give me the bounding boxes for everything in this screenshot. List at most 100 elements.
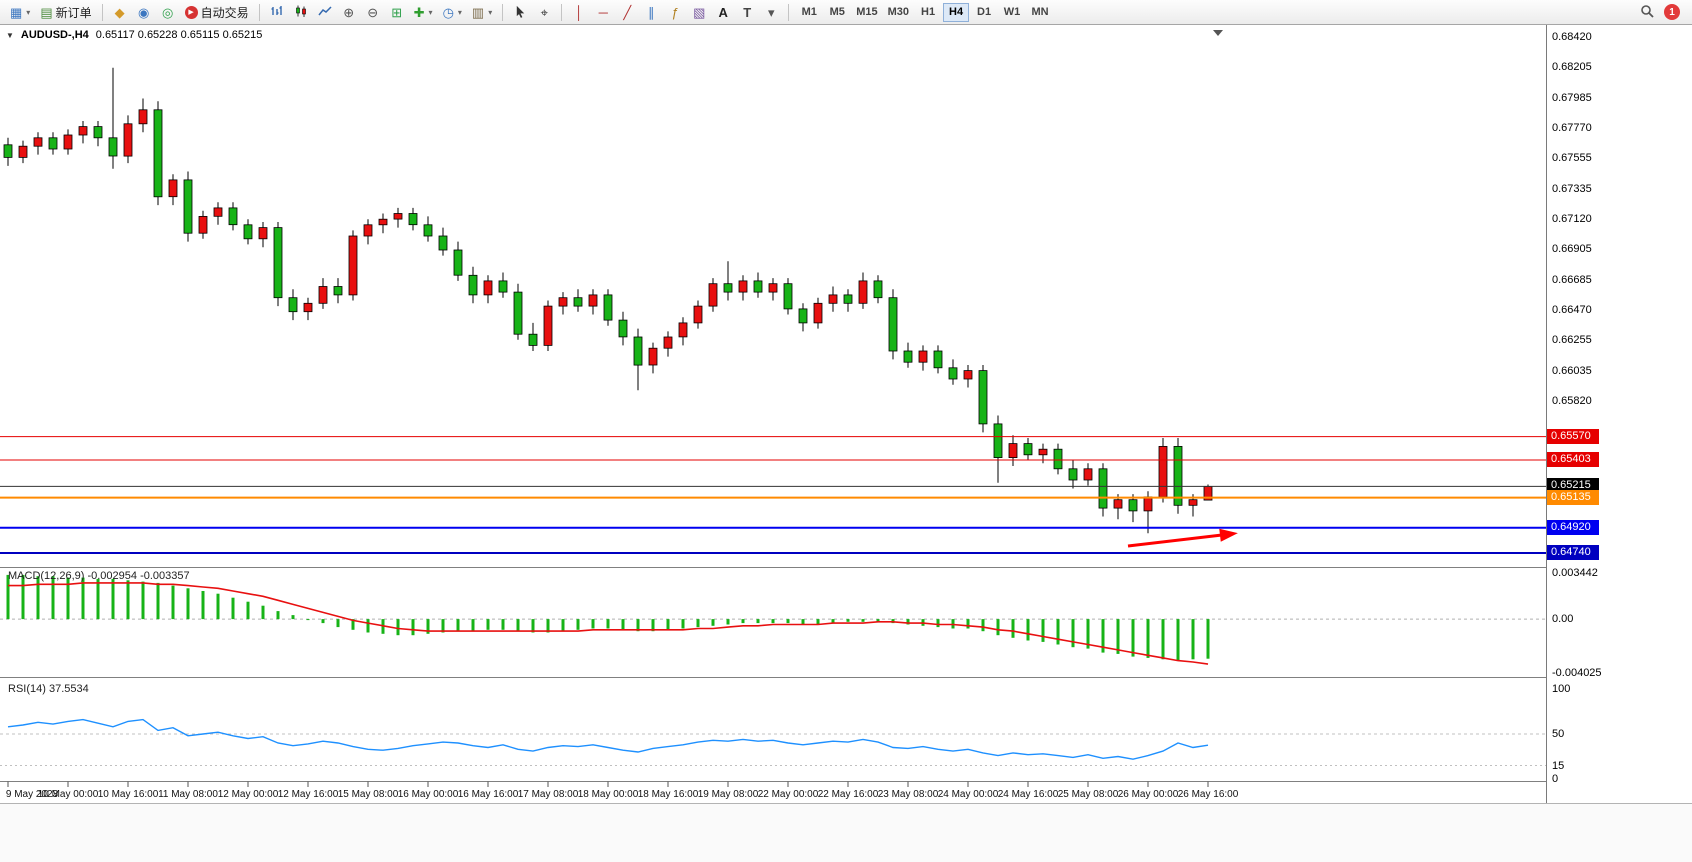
timeframe-button-d1[interactable]: D1 xyxy=(971,3,997,22)
channel-tool-button[interactable]: ∥ xyxy=(640,2,662,23)
candle-body xyxy=(588,294,598,307)
indicators-plus-icon: ✚ xyxy=(413,4,425,20)
macd-histogram-bar xyxy=(51,576,55,620)
candle-body xyxy=(123,123,133,157)
cursor-button[interactable] xyxy=(509,2,531,23)
time-label: 11 May 08:00 xyxy=(158,789,218,800)
line-chart-icon xyxy=(318,4,332,20)
search-button[interactable] xyxy=(1636,2,1658,23)
trendline-tool-button[interactable]: ╱ xyxy=(616,2,638,23)
macd-histogram-bar xyxy=(1191,619,1195,660)
candle-body xyxy=(1188,499,1198,506)
time-label: 26 May 00:00 xyxy=(1118,789,1179,800)
text-tool-button[interactable]: A xyxy=(712,2,734,23)
macd-histogram-bar xyxy=(696,619,700,628)
macd-histogram-bar xyxy=(1146,619,1150,658)
label-tool-icon: T xyxy=(743,4,752,20)
macd-histogram-bar xyxy=(741,619,745,624)
trend-arrow-line[interactable] xyxy=(1127,533,1223,548)
macd-histogram-bar xyxy=(756,619,760,624)
new-order-button[interactable]: ▤ 新订单 xyxy=(36,2,95,23)
price-tick-label: 0.67335 xyxy=(1552,183,1592,195)
templates-button[interactable]: ▥ ▾ xyxy=(468,2,496,23)
indicators-button[interactable]: ✚ ▾ xyxy=(410,2,437,23)
macd-histogram-bar xyxy=(486,619,490,630)
price-tag-0.65570: 0.65570 xyxy=(1547,428,1599,444)
line-chart-type-button[interactable] xyxy=(314,2,336,23)
candle-body xyxy=(168,179,178,198)
candle-body xyxy=(63,134,73,150)
candle-body xyxy=(843,294,853,304)
navigator-button[interactable]: ◉ xyxy=(133,2,155,23)
candle-body xyxy=(153,109,163,198)
candle-body xyxy=(888,297,898,352)
channel-icon: ∥ xyxy=(647,4,655,20)
rsi-line xyxy=(7,718,1209,760)
candle-body xyxy=(918,350,928,363)
timeframe-button-m1[interactable]: M1 xyxy=(796,3,822,22)
price-tick-label: 0.67770 xyxy=(1552,121,1592,134)
chart-background xyxy=(0,25,1546,803)
candlestick-type-button[interactable] xyxy=(290,2,312,23)
candle-body xyxy=(948,367,958,380)
fibonacci-tool-button[interactable]: ƒ xyxy=(664,2,686,23)
candle-body xyxy=(543,305,553,346)
candle-body xyxy=(873,280,883,299)
timeframe-button-h1[interactable]: H1 xyxy=(915,3,941,22)
macd-histogram-bar xyxy=(6,574,10,620)
candle-body xyxy=(738,280,748,293)
candle-body xyxy=(768,283,778,293)
candle-body xyxy=(1068,468,1078,481)
zoom-out-button[interactable]: ⊖ xyxy=(362,2,384,23)
candle-body xyxy=(903,350,913,363)
timeframe-button-m5[interactable]: M5 xyxy=(824,3,850,22)
market-watch-button[interactable]: ◆ xyxy=(109,2,131,23)
macd-histogram-bar xyxy=(1041,619,1045,642)
label-tool-button[interactable]: T xyxy=(736,2,758,23)
candle-body xyxy=(813,302,823,324)
toolbar-separator xyxy=(788,3,790,21)
chart-title: ▼ AUDUSD-,H4 0.65117 0.65228 0.65115 0.6… xyxy=(6,29,262,41)
candle-body xyxy=(33,137,43,147)
crosshair-button[interactable]: ⌖ xyxy=(533,2,555,23)
timeframe-button-h4[interactable]: H4 xyxy=(943,2,970,22)
zoom-out-icon: ⊖ xyxy=(367,4,379,20)
candle-body xyxy=(78,126,88,136)
notification-badge[interactable]: 1 xyxy=(1664,4,1680,20)
auto-trading-button[interactable]: ▶ 自动交易 xyxy=(181,2,253,23)
timeframe-button-m15[interactable]: M15 xyxy=(852,3,881,22)
terminal-button[interactable]: ◎ xyxy=(157,2,179,23)
time-label: 15 May 08:00 xyxy=(338,789,399,800)
timeframe-button-mn[interactable]: MN xyxy=(1027,3,1053,22)
candle-body xyxy=(243,224,253,240)
toolbar-separator xyxy=(502,3,504,21)
trend-arrow-head[interactable] xyxy=(1219,528,1238,542)
chart-shift-marker[interactable] xyxy=(1213,30,1223,36)
bar-chart-type-button[interactable] xyxy=(266,2,288,23)
macd-histogram-bar xyxy=(606,619,610,629)
time-label: 16 May 16:00 xyxy=(458,789,519,800)
vertical-line-tool-button[interactable]: │ xyxy=(568,2,590,23)
rsi-indicator-label: RSI(14) 37.5534 xyxy=(8,683,89,695)
macd-histogram-bar xyxy=(651,619,655,632)
timeframe-button-m30[interactable]: M30 xyxy=(884,3,913,22)
price-scale[interactable]: 0.68420 0.68205 0.67985 0.67770 0.67555 0.673… xyxy=(1546,25,1692,803)
timeframe-button-w1[interactable]: W1 xyxy=(999,3,1025,22)
candle-body xyxy=(858,280,868,304)
one-click-trading-arrow[interactable]: ▼ xyxy=(6,30,14,40)
candle-body xyxy=(1128,499,1138,512)
macd-histogram-bar xyxy=(111,578,115,620)
search-icon xyxy=(1640,4,1654,20)
candle-body xyxy=(1173,445,1183,506)
tile-windows-button[interactable]: ⊞ xyxy=(386,2,408,23)
horizontal-line-tool-button[interactable]: ─ xyxy=(592,2,614,23)
new-chart-button[interactable]: ▦ ▾ xyxy=(6,2,34,23)
shapes-tool-button[interactable]: ▧ xyxy=(688,2,710,23)
zoom-in-button[interactable]: ⊕ xyxy=(338,2,360,23)
macd-histogram-bar xyxy=(996,619,1000,636)
arrows-tool-button[interactable]: ▾ xyxy=(760,2,782,23)
periods-button[interactable]: ◷ ▾ xyxy=(439,2,466,23)
chart-window[interactable]: 9 May 2023 10 May 00:00 10 May 16:00 11 May… xyxy=(0,25,1546,803)
